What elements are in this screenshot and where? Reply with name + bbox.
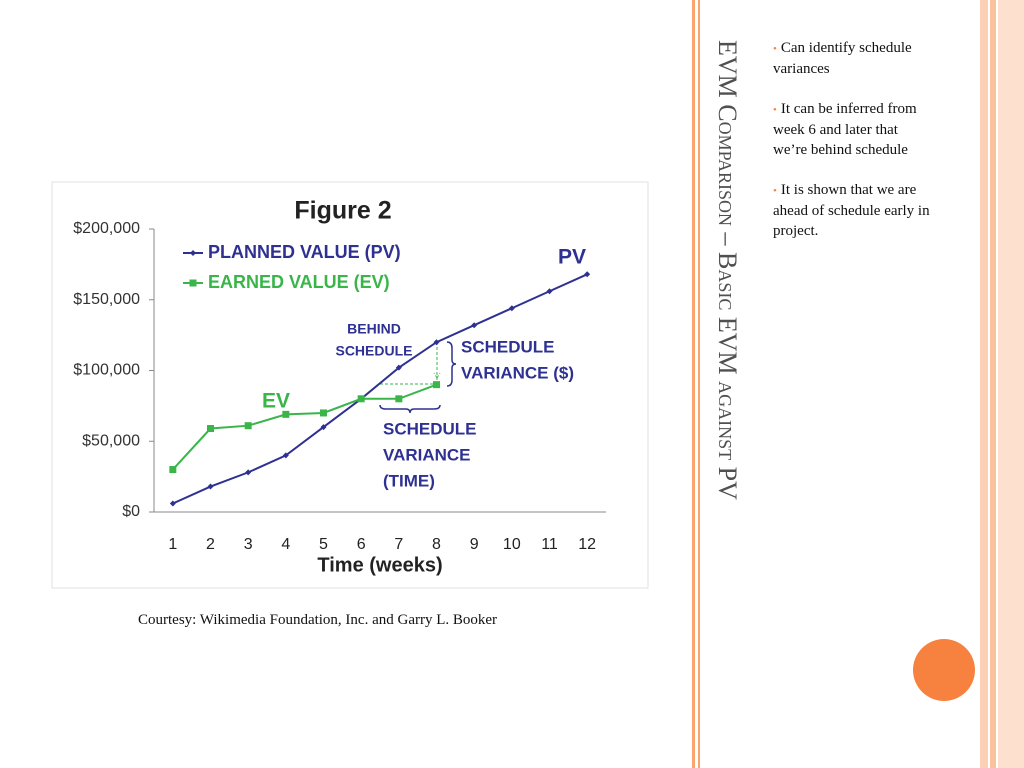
caption: Courtesy: Wikimedia Foundation, Inc. and… [138,612,498,628]
y-tick-label: $50,000 [82,432,140,449]
point [395,364,402,371]
x-tick-label: 10 [503,536,521,553]
annotation: PV [558,246,586,269]
annotation: SCHEDULE [461,337,555,356]
legend-label: EARNED VALUE (EV) [208,272,390,292]
annotation: SCHEDULE [383,419,477,438]
point [207,425,214,433]
bullet: Can identify schedule variances [773,38,933,79]
point [357,395,365,403]
annotation: (TIME) [383,471,435,490]
legend-marker [189,279,197,287]
stripe [980,0,988,768]
x-tick-label: 4 [281,536,290,553]
point [282,452,289,459]
point [546,288,553,295]
point [584,271,591,278]
series-line [172,383,437,471]
point [169,466,177,474]
x-tick-label: 2 [206,536,215,553]
x-tick-label: 8 [432,536,441,553]
point [508,305,515,312]
variance-arrows [380,342,441,385]
x-tick-label: 9 [470,536,479,553]
point [282,410,290,418]
stripe [998,0,1024,768]
annotation: BEHIND [347,321,401,337]
annotation: VARIANCE [383,445,471,464]
x-tick-label: 6 [357,536,366,553]
point [244,422,252,430]
x-tick-label: 1 [168,536,177,553]
annotation: SCHEDULE [335,343,412,359]
x-tick-label: 11 [541,536,558,553]
point [169,500,176,507]
y-tick-label: $100,000 [73,362,140,379]
x-tick-label: 7 [394,536,403,553]
point [471,322,478,329]
x-axis-label: Time (weeks) [317,554,442,576]
annotation: EV [262,390,290,413]
x-tick-label: 3 [244,536,253,553]
point [433,339,440,346]
legend-marker [190,250,196,256]
chart-frame [51,181,649,589]
point [207,483,214,490]
bullet: It can be inferred from week 6 and later… [773,99,933,160]
x-tick-label: 12 [578,536,596,553]
stripe [990,0,996,768]
point [433,381,440,389]
bullet: It is shown that we are ahead of schedul… [773,180,933,241]
series-line [172,273,588,505]
point [245,469,252,476]
y-tick-label: $150,000 [73,291,140,308]
point [395,395,403,403]
bullet-list: Can identify schedule variances It can b… [773,38,933,261]
point [320,424,327,431]
legend-label: PLANNED VALUE (PV) [208,242,401,262]
brace [379,404,441,414]
brace [446,341,457,387]
y-tick-label: $200,000 [73,220,140,237]
stripe [692,0,695,768]
x-tick-label: 5 [319,536,328,553]
point [320,409,327,417]
orange-circle [913,639,975,701]
y-tick-label: $0 [122,503,140,520]
chart-title: Figure 2 [294,197,391,225]
stripe [698,0,700,768]
annotation: VARIANCE ($) [461,363,574,382]
